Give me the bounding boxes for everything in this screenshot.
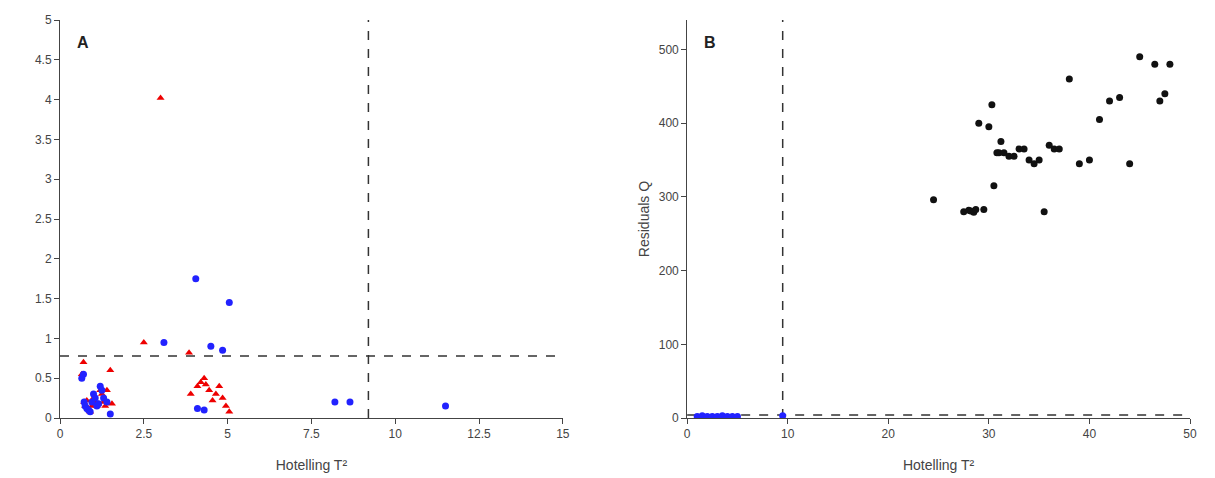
svg-text:40: 40 — [1083, 427, 1097, 441]
svg-text:7.5: 7.5 — [303, 427, 320, 441]
svg-text:0: 0 — [45, 411, 52, 425]
svg-text:1: 1 — [45, 332, 52, 346]
svg-text:3.5: 3.5 — [35, 133, 52, 147]
svg-text:2: 2 — [45, 252, 52, 266]
svg-text:B: B — [704, 34, 716, 51]
svg-text:100: 100 — [659, 338, 679, 352]
svg-text:5: 5 — [45, 13, 52, 27]
svg-text:200: 200 — [659, 264, 679, 278]
svg-text:Hotelling T²: Hotelling T² — [276, 457, 348, 473]
svg-text:500: 500 — [659, 43, 679, 57]
svg-text:50: 50 — [1183, 427, 1197, 441]
svg-text:10: 10 — [389, 427, 403, 441]
svg-text:400: 400 — [659, 116, 679, 130]
svg-text:0: 0 — [684, 427, 691, 441]
svg-text:10: 10 — [781, 427, 795, 441]
svg-text:A: A — [77, 34, 89, 51]
svg-text:0.5: 0.5 — [35, 371, 52, 385]
svg-text:Residuals Q: Residuals Q — [636, 181, 652, 257]
svg-text:3: 3 — [45, 172, 52, 186]
svg-text:Hotelling T²: Hotelling T² — [903, 457, 975, 473]
svg-text:0: 0 — [57, 427, 64, 441]
svg-text:15: 15 — [556, 427, 570, 441]
svg-text:2.5: 2.5 — [35, 212, 52, 226]
svg-text:5: 5 — [224, 427, 231, 441]
svg-text:300: 300 — [659, 190, 679, 204]
svg-text:4: 4 — [45, 93, 52, 107]
svg-text:1.5: 1.5 — [35, 292, 52, 306]
svg-text:0: 0 — [672, 411, 679, 425]
svg-text:30: 30 — [982, 427, 996, 441]
svg-text:4.5: 4.5 — [35, 53, 52, 67]
svg-text:2.5: 2.5 — [135, 427, 152, 441]
svg-text:12.5: 12.5 — [467, 427, 491, 441]
svg-text:20: 20 — [882, 427, 896, 441]
